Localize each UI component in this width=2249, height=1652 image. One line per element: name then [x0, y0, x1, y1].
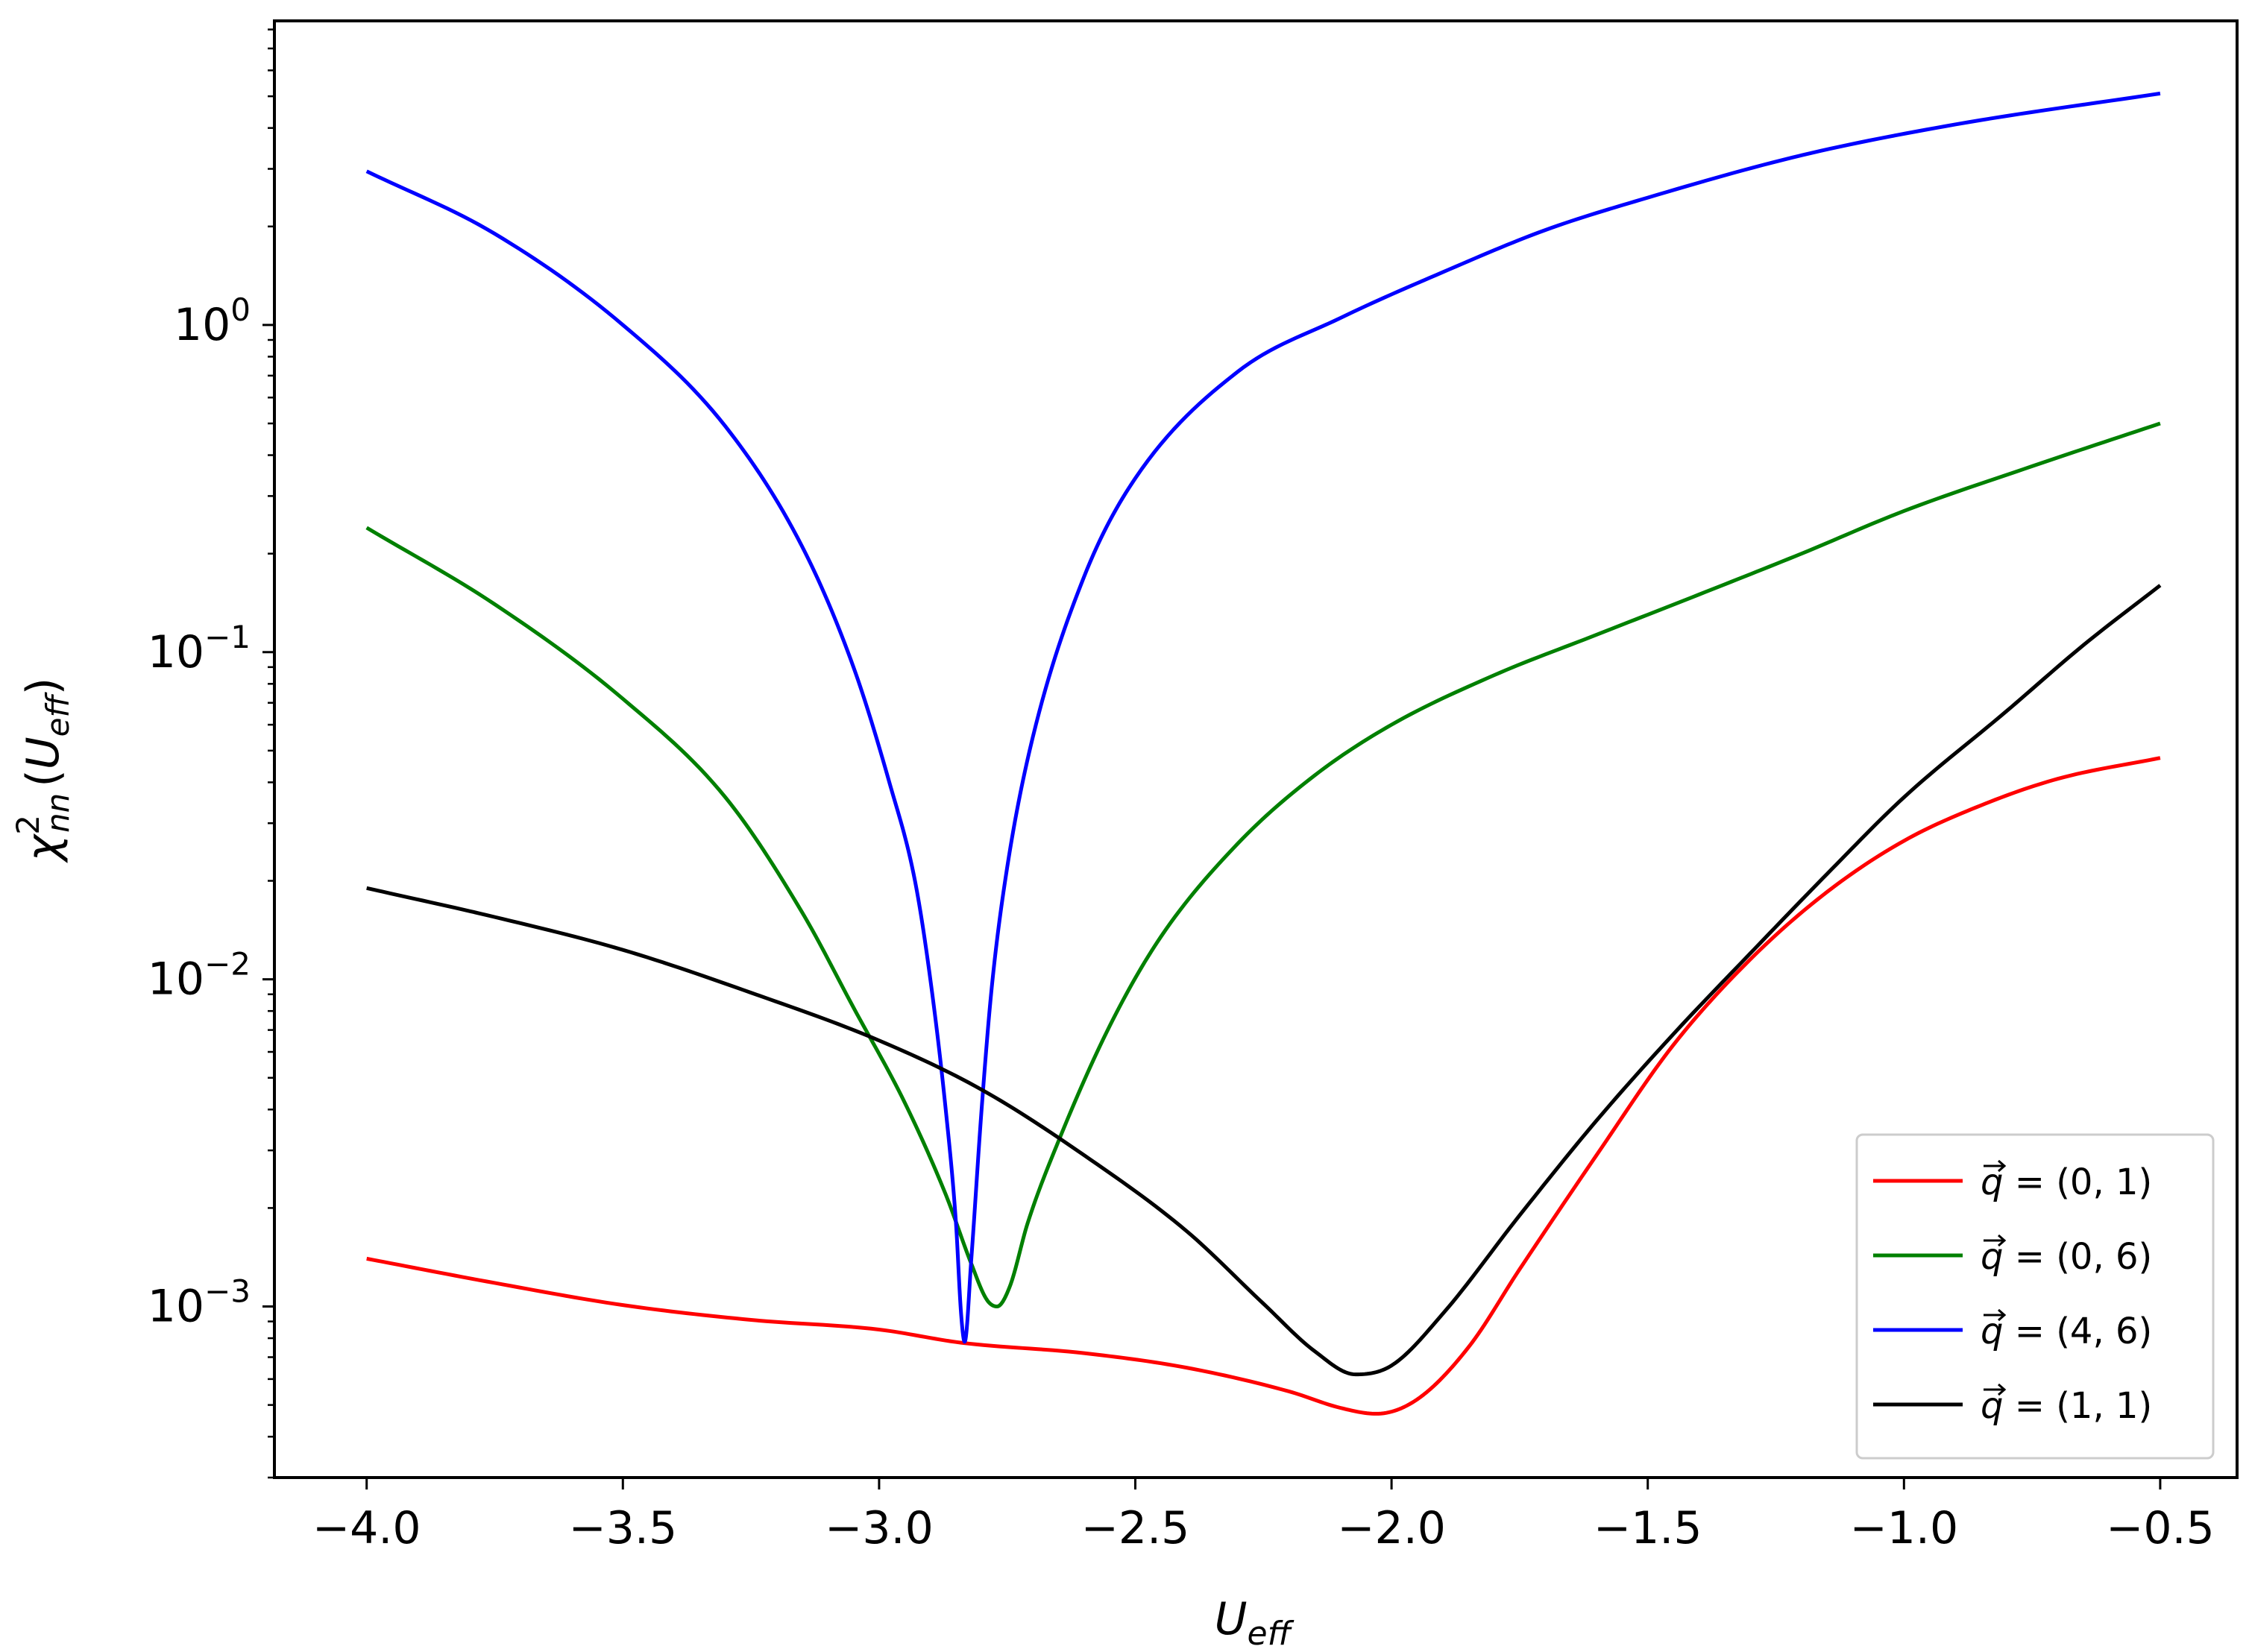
legend-label-symbol: q	[1981, 1311, 2003, 1352]
y-tick-label-0: 10−3	[148, 1273, 251, 1333]
legend-label-3: q = (1, 1)	[1981, 1385, 2152, 1427]
x-axis: −4.0 −3.5 −3.0 −2.5 −2.0 −1.5 −1.0 −0.5	[312, 1478, 2215, 1554]
x-axis-label-base: U	[1215, 1593, 1248, 1645]
x-tick-label-1: −3.5	[568, 1502, 677, 1554]
y-tick-label-base: 10	[148, 626, 204, 678]
y-tick-label-exponent: 0	[230, 291, 251, 328]
y-axis-label-arg-base: U	[17, 737, 69, 769]
legend-arrow-icon-3	[1984, 1383, 2007, 1396]
legend-arrow-icon-2	[1984, 1308, 2007, 1322]
x-tick-label-0: −4.0	[312, 1502, 421, 1554]
y-tick-label-2: 10−1	[148, 619, 251, 678]
y-axis-label-sub: nn	[40, 793, 76, 833]
legend-box	[1855, 1133, 2215, 1460]
series-line-3	[366, 584, 2162, 1377]
legend-arrow-icon-1	[1984, 1234, 2007, 1247]
series-line-2	[365, 91, 2161, 1344]
legend: q = (0, 1)q = (0, 6)q = (4, 6)q = (1, 1)	[1855, 1133, 2215, 1460]
legend-label-0: q = (0, 1)	[1981, 1161, 2152, 1203]
legend-label-symbol: q	[1981, 1236, 2003, 1278]
legend-label-2: q = (4, 6)	[1981, 1311, 2152, 1352]
series-line-0	[366, 756, 2161, 1416]
y-axis-label: χ2nn (Ueff)	[10, 678, 76, 863]
plot-frame	[273, 19, 2239, 1479]
series-line-1	[365, 421, 2161, 1309]
y-tick-label-exponent: −3	[204, 1273, 251, 1310]
x-axis-label-sub: eff	[1248, 1615, 1295, 1652]
x-axis-label: Ueff	[1215, 1593, 1295, 1652]
y-tick-label-base: 10	[148, 1281, 204, 1333]
y-axis-label-base: χ	[17, 833, 69, 863]
y-tick-label-3: 100	[174, 291, 251, 351]
y-tick-label-exponent: −2	[204, 946, 251, 983]
x-tick-label-6: −1.0	[1849, 1502, 1958, 1554]
y-axis-label-open: (	[17, 769, 69, 786]
legend-label-value: = (0, 6)	[2003, 1236, 2152, 1278]
x-tick-label-3: −2.5	[1081, 1502, 1190, 1554]
legend-label-symbol: q	[1981, 1385, 2003, 1427]
y-axis-label-arg-sub: eff	[40, 692, 76, 737]
legend-label-value: = (1, 1)	[2003, 1385, 2152, 1427]
legend-label-value: = (4, 6)	[2003, 1311, 2152, 1352]
legend-arrow-icon-0	[1984, 1159, 2007, 1173]
y-tick-label-base: 10	[174, 299, 230, 351]
series-layer	[365, 91, 2162, 1416]
legend-label-1: q = (0, 6)	[1981, 1236, 2152, 1278]
y-tick-label-base: 10	[148, 953, 204, 1006]
x-tick-label-7: −0.5	[2106, 1502, 2215, 1554]
y-axis-label-sup: 2	[10, 815, 46, 835]
x-tick-label-5: −1.5	[1594, 1502, 1702, 1554]
legend-label-value: = (0, 1)	[2003, 1161, 2152, 1203]
x-tick-label-4: −2.0	[1337, 1502, 1446, 1554]
legend-label-symbol: q	[1981, 1161, 2003, 1203]
x-tick-label-2: −3.0	[825, 1502, 934, 1554]
y-tick-label-1: 10−2	[148, 946, 251, 1006]
y-tick-label-exponent: −1	[204, 619, 251, 655]
y-axis-label-close: )	[17, 678, 69, 695]
